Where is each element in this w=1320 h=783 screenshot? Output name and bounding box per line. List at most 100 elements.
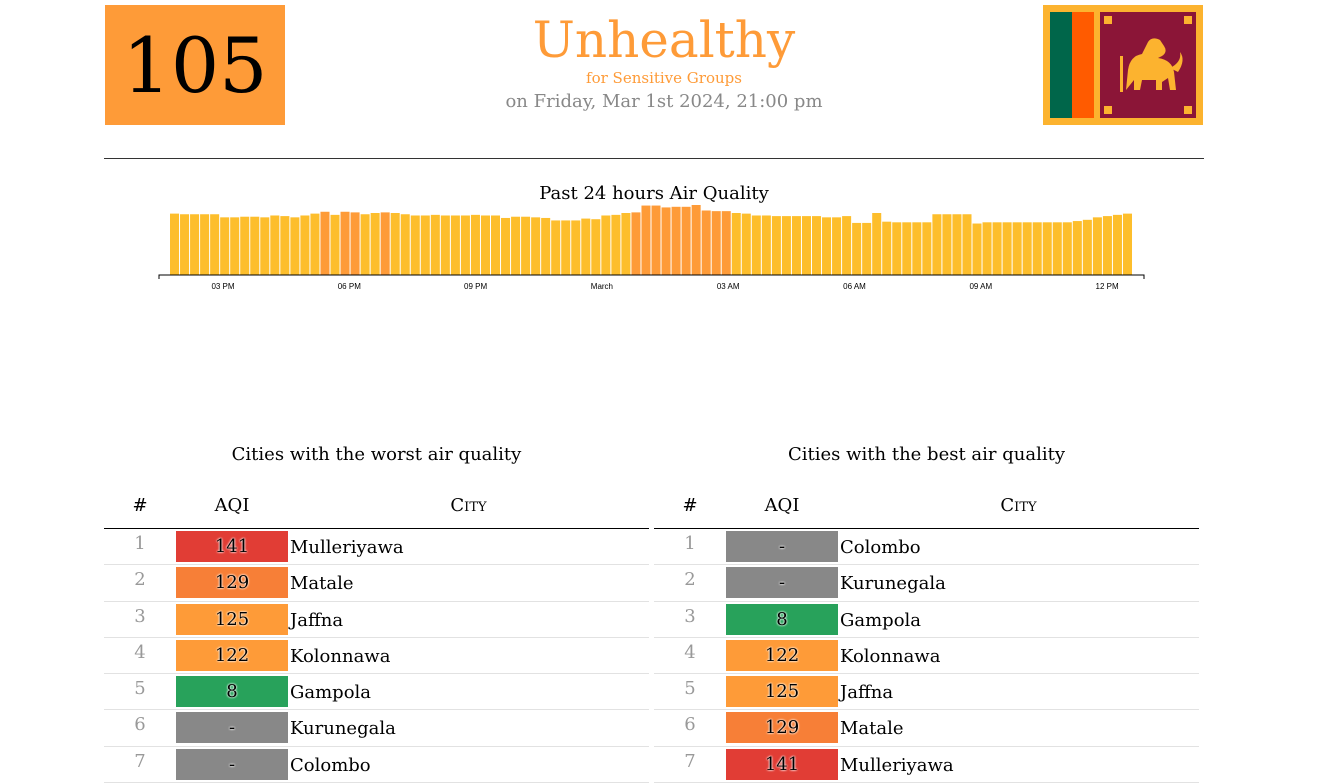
chart-bar	[691, 205, 701, 275]
table-row[interactable]: 4 122 Kolonnawa	[104, 638, 649, 675]
table-row[interactable]: 2 - Kurunegala	[654, 565, 1199, 602]
row-rank: 1	[684, 533, 696, 554]
chart-bar	[982, 222, 992, 275]
row-city-name[interactable]: Colombo	[290, 754, 371, 776]
chart-bar	[822, 217, 832, 275]
row-city-name[interactable]: Mulleriyawa	[290, 537, 404, 558]
chart-bar	[180, 214, 190, 275]
table-row[interactable]: 2 129 Matale	[104, 565, 649, 602]
table-row[interactable]: 1 - Colombo	[654, 529, 1199, 566]
chart-bar	[300, 215, 310, 275]
row-aqi-badge: -	[176, 712, 288, 744]
chart-bar	[571, 220, 581, 275]
table-row[interactable]: 7 141 Mulleriyawa	[654, 747, 1199, 783]
row-rank: 1	[134, 533, 146, 554]
chart-bar	[551, 220, 561, 275]
status-datetime: on Friday, Mar 1st 2024, 21:00 pm	[505, 91, 823, 112]
chart-bar	[701, 210, 711, 275]
chart-bar	[882, 221, 892, 275]
row-city-name[interactable]: Colombo	[840, 537, 921, 558]
chart-bar	[270, 215, 280, 275]
chart-bar	[1042, 222, 1052, 275]
worst-table-title: Cities with the worst air quality	[231, 444, 522, 465]
chart-bar	[862, 222, 872, 275]
chart-bar	[561, 220, 571, 275]
chart-bar	[410, 215, 420, 275]
table-row[interactable]: 3 125 Jaffna	[104, 602, 649, 638]
row-rank: 7	[684, 750, 696, 772]
table-row[interactable]: 7 - Colombo	[104, 747, 649, 783]
row-rank: 7	[134, 750, 146, 772]
row-city-name[interactable]: Jaffna	[840, 682, 894, 704]
table-row[interactable]: 6 129 Matale	[654, 710, 1199, 747]
chart-bar	[1122, 213, 1132, 275]
chart-bar	[220, 217, 230, 275]
row-city-name[interactable]: Matale	[290, 573, 354, 595]
chart-bar	[360, 214, 370, 275]
chart-bar	[741, 213, 751, 275]
row-city-name[interactable]: Kolonnawa	[290, 645, 391, 667]
chart-bar	[1032, 222, 1042, 275]
chart-title: Past 24 hours Air Quality	[539, 183, 769, 204]
row-city-name[interactable]: Mulleriyawa	[840, 754, 954, 776]
best-table-body: 1 - Colombo 2 - Kurunegala 3 8 Gampola 4 122 Kolonn…	[654, 529, 1199, 783]
chart-bar	[902, 222, 912, 275]
chart-bar	[260, 217, 270, 275]
chart-bar	[791, 216, 801, 275]
chart-bar	[1062, 222, 1072, 275]
worst-cities-table: Cities with the worst air quality # AQI …	[104, 440, 649, 783]
row-aqi-badge: -	[726, 531, 838, 562]
best-table-header: # AQI City	[654, 492, 1199, 529]
row-rank: 5	[684, 678, 696, 700]
chart-bar	[671, 206, 681, 275]
chart-tick-label: March	[591, 282, 613, 291]
row-aqi-badge: 129	[176, 567, 288, 599]
table-row[interactable]: 5 125 Jaffna	[654, 674, 1199, 711]
chart-bar	[1052, 222, 1062, 275]
status-label: Unhealthy	[532, 11, 796, 69]
chart-bar	[460, 215, 470, 275]
chart-bar	[842, 216, 852, 275]
row-aqi-badge: 122	[176, 639, 288, 671]
row-city-name[interactable]: Gampola	[840, 609, 922, 631]
chart-tick-label: 12 PM	[1096, 282, 1119, 291]
chart-bar	[601, 215, 611, 275]
table-row[interactable]: 4 122 Kolonnawa	[654, 638, 1199, 675]
table-row[interactable]: 3 8 Gampola	[654, 602, 1199, 638]
table-row[interactable]: 5 8 Gampola	[104, 674, 649, 711]
chart-bar	[1002, 222, 1012, 275]
chart-bar	[440, 215, 450, 275]
row-rank: 3	[134, 605, 146, 627]
chart-bar	[912, 222, 922, 275]
chart-bar	[852, 222, 862, 275]
row-city-name[interactable]: Kurunegala	[840, 573, 946, 595]
table-row[interactable]: 1 141 Mulleriyawa	[104, 529, 649, 566]
chart-bar	[330, 214, 340, 275]
aqi-column-header: AQI	[764, 495, 800, 516]
row-aqi-badge: -	[726, 567, 838, 599]
row-city-name[interactable]: Jaffna	[290, 609, 344, 631]
row-city-name[interactable]: Kolonnawa	[840, 645, 941, 667]
chart-bar	[872, 213, 882, 275]
chart-bar	[922, 222, 932, 275]
aqi-history-chart: 03 PM 06 PM 09 PM March 03 AM 06 AM 09 AM 12 PM	[158, 205, 1145, 291]
row-rank: 6	[684, 714, 696, 736]
row-city-name[interactable]: Matale	[840, 718, 904, 740]
chart-bar	[1092, 217, 1102, 275]
chart-bar	[420, 215, 430, 275]
row-city-name[interactable]: Gampola	[290, 682, 372, 704]
chart-bar	[761, 215, 771, 275]
chart-bar	[1012, 222, 1022, 275]
chart-bar	[942, 214, 952, 275]
aqi-column-header: AQI	[214, 495, 250, 516]
chart-bar	[521, 216, 531, 275]
status-block: Unhealthy for Sensitive Groups on Friday…	[430, 8, 898, 120]
row-rank: 4	[684, 641, 696, 663]
chart-bar	[501, 217, 511, 275]
table-row[interactable]: 6 - Kurunegala	[104, 710, 649, 747]
chart-bar	[240, 216, 250, 275]
chart-tick-label: 03 PM	[211, 282, 234, 291]
best-table-title: Cities with the best air quality	[788, 444, 1065, 465]
row-city-name[interactable]: Kurunegala	[290, 718, 396, 740]
chart-bar	[340, 211, 350, 275]
